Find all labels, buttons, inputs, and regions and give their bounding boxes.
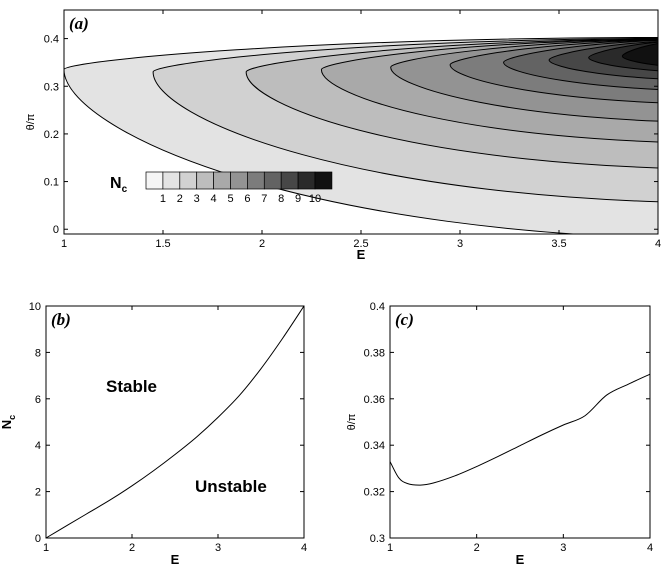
panel-label: (b) bbox=[51, 310, 71, 329]
plot-frame bbox=[389, 305, 651, 539]
unstable-region-label: Unstable bbox=[195, 477, 267, 496]
y-axis-label-main: N bbox=[0, 420, 14, 429]
stable-region-label: Stable bbox=[106, 377, 157, 396]
plot-background bbox=[46, 306, 304, 538]
colorbar-swatch bbox=[263, 171, 282, 190]
panel-label: (a) bbox=[69, 14, 89, 33]
panel-c-line-plot: 1 2 3 4 0.3 0.32 0.34 0.36 0.38 0.4 (c) Eθ/π bbox=[346, 301, 653, 567]
colorbar-tick-label: 8 bbox=[278, 193, 284, 205]
colorbar-swatch bbox=[280, 171, 299, 190]
y-tick-label: 0.3 bbox=[370, 533, 385, 545]
colorbar-tick-label: 9 bbox=[295, 193, 301, 205]
y-axis-label-subscript: c bbox=[7, 415, 17, 420]
panel-b-line-plot: 1 2 3 4 0 2 4 6 8 10 (b) E Nc Stable Unstable bbox=[0, 301, 307, 567]
colorbar-tick-label: 6 bbox=[244, 193, 250, 205]
colorbar-title-subscript: c bbox=[122, 184, 128, 195]
x-tick-label: 1 bbox=[387, 542, 393, 554]
x-axis-label: E bbox=[516, 552, 525, 567]
colorbar-swatch bbox=[247, 171, 265, 190]
y-tick-label: 0.4 bbox=[44, 34, 59, 46]
y-tick-label: 0.2 bbox=[44, 129, 59, 141]
colorbar-tick-label: 3 bbox=[194, 193, 200, 205]
panel-a-contour-plot: 1 1.5 2 2.5 3 3.5 400.10.20.30.4(a)Eθ/π1 2 3 4 5 6 7… bbox=[25, 9, 661, 262]
y-axis-label: θ/π bbox=[25, 113, 37, 130]
y-tick-label: 0 bbox=[53, 224, 59, 236]
colorbar-tick-label: 2 bbox=[177, 193, 183, 205]
colorbar-tick-label: 4 bbox=[211, 193, 217, 205]
series-line bbox=[389, 373, 651, 486]
y-tick-label: 0.36 bbox=[364, 394, 385, 406]
x-tick-label: 1.5 bbox=[155, 238, 170, 250]
y-axis-label: Nc bbox=[0, 415, 17, 429]
colorbar-tick-label: 10 bbox=[309, 193, 321, 205]
y-tick-label: 2 bbox=[35, 487, 41, 499]
colorbar-title-main: N bbox=[110, 175, 122, 192]
colorbar-tick-label: 1 bbox=[160, 193, 166, 205]
y-tick-label: 0.34 bbox=[364, 440, 385, 452]
y-tick-label: 10 bbox=[29, 301, 41, 313]
x-tick-label: 1 bbox=[43, 542, 49, 554]
y-tick-label: 0.3 bbox=[44, 81, 59, 93]
x-tick-label: 4 bbox=[301, 542, 307, 554]
plot-background bbox=[390, 306, 650, 538]
colorbar-swatch bbox=[213, 171, 231, 190]
plot-frame bbox=[45, 305, 305, 539]
colorbar-swatch bbox=[297, 171, 316, 190]
y-tick-label: 0 bbox=[35, 533, 41, 545]
colorbar-swatch bbox=[230, 171, 248, 190]
colorbar-swatch bbox=[314, 171, 333, 190]
contour-region-level-10 bbox=[621, 43, 658, 66]
colorbar-swatch bbox=[162, 171, 181, 190]
x-tick-label: 4 bbox=[655, 238, 661, 250]
y-tick-label: 0.32 bbox=[364, 487, 385, 499]
colorbar-title: Nc bbox=[110, 175, 128, 195]
x-tick-label: 2 bbox=[129, 542, 135, 554]
x-tick-label: 2 bbox=[259, 238, 265, 250]
y-tick-label: 0.4 bbox=[370, 301, 385, 313]
colorbar-tick-label: 7 bbox=[261, 193, 267, 205]
y-tick-label: 0.38 bbox=[364, 347, 385, 359]
x-tick-label: 2 bbox=[474, 542, 480, 554]
y-tick-label: 0.1 bbox=[44, 177, 59, 189]
series-line bbox=[45, 305, 305, 539]
y-tick-label: 4 bbox=[35, 440, 41, 452]
x-tick-label: 2.5 bbox=[353, 238, 368, 250]
y-axis-label: θ/π bbox=[346, 413, 358, 430]
panel-label: (c) bbox=[395, 310, 414, 329]
colorbar-tick-label: 5 bbox=[227, 193, 233, 205]
x-tick-label: 4 bbox=[647, 542, 653, 554]
x-tick-label: 1 bbox=[61, 238, 67, 250]
x-axis-label: E bbox=[171, 552, 180, 567]
colorbar-swatch bbox=[179, 171, 198, 190]
x-tick-label: 3 bbox=[560, 542, 566, 554]
x-axis-label: E bbox=[357, 247, 366, 262]
x-tick-label: 3.5 bbox=[551, 238, 566, 250]
colorbar-swatch bbox=[145, 171, 164, 190]
contour-fill-group bbox=[64, 10, 658, 234]
y-axis-label-main: θ/π bbox=[346, 413, 358, 430]
y-tick-label: 8 bbox=[35, 347, 41, 359]
x-tick-label: 3 bbox=[457, 238, 463, 250]
colorbar-swatch bbox=[196, 171, 214, 190]
y-tick-label: 6 bbox=[35, 394, 41, 406]
x-tick-label: 3 bbox=[215, 542, 221, 554]
